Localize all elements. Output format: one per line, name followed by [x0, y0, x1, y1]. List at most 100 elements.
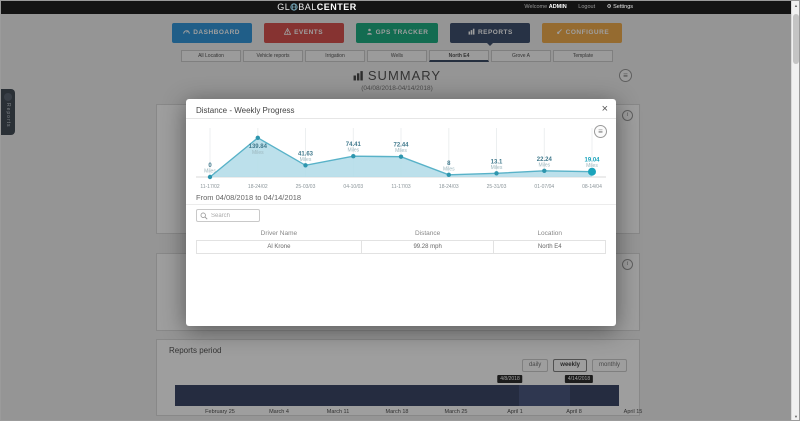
- svg-text:01-07/04: 01-07/04: [534, 184, 554, 190]
- app-header: GL BALCENTER Welcome ADMIN Logout ⚙ Setti…: [1, 1, 793, 14]
- svg-text:Miles: Miles: [347, 148, 359, 154]
- svg-text:0: 0: [208, 163, 212, 169]
- scroll-up-arrow[interactable]: ▲: [794, 3, 798, 8]
- drivers-table: Driver Name Distance Location Al Krone 99.2…: [196, 228, 606, 254]
- svg-text:41.63: 41.63: [298, 151, 314, 157]
- svg-text:11-17/02: 11-17/02: [200, 184, 220, 190]
- modal-header: Distance - Weekly Progress ×: [186, 99, 616, 119]
- settings-link[interactable]: ⚙ Settings: [606, 4, 633, 10]
- page-title: SUMMARY: [1, 68, 793, 83]
- close-icon[interactable]: ×: [601, 103, 608, 115]
- username: ADMIN: [548, 4, 567, 10]
- info-icon[interactable]: i: [622, 110, 633, 121]
- tab-grove-a[interactable]: Grove A: [491, 50, 551, 62]
- info-icon[interactable]: i: [622, 259, 633, 270]
- logo-text-gl: GL: [277, 2, 291, 12]
- logo-text-center: CENTER: [316, 2, 357, 12]
- period-button-daily[interactable]: daily: [521, 359, 549, 372]
- tab-north-e4[interactable]: North E4: [429, 50, 489, 62]
- bar-chart-title-icon: [353, 71, 363, 81]
- search-input[interactable]: [211, 212, 259, 219]
- warning-icon: [283, 27, 294, 36]
- tab-all-location[interactable]: All Location: [181, 50, 241, 62]
- timeline-tick-label: April 15: [623, 409, 643, 415]
- tab-vehicle-reports[interactable]: Vehicle reports: [243, 50, 303, 62]
- wrench-icon: [556, 29, 566, 36]
- logo: GL BALCENTER: [1, 1, 633, 14]
- nav-button-configure[interactable]: CONFIGURE: [542, 23, 623, 43]
- report-tabs: All Location Vehicle reports Irrigation Wel…: [1, 50, 793, 62]
- header-user-area: Welcome ADMIN Logout ⚙ Settings: [514, 1, 633, 14]
- scroll-down-arrow[interactable]: ▼: [794, 414, 798, 419]
- timeline-tick-label: March 25: [444, 409, 468, 415]
- scrollbar[interactable]: ▲ ▼: [791, 1, 799, 420]
- timeline-selected-range[interactable]: [519, 385, 570, 406]
- tab-irrigation[interactable]: Irrigation: [305, 50, 365, 62]
- bar-chart-icon: [468, 28, 478, 36]
- gauge-icon: [183, 29, 193, 36]
- svg-text:25-03/03: 25-03/03: [296, 184, 316, 190]
- svg-text:Miles: Miles: [586, 163, 598, 169]
- nav-button-dashboard[interactable]: DASHBOARD: [171, 23, 252, 43]
- svg-text:Miles: Miles: [538, 162, 550, 168]
- svg-text:19.04: 19.04: [584, 158, 600, 164]
- timeline-tick-label: February 25: [205, 409, 235, 415]
- timeline-bar[interactable]: [175, 385, 619, 406]
- period-buttons: daily weekly monthly: [521, 359, 627, 372]
- table-row: Al Krone 99.28 mph North E4: [196, 239, 606, 254]
- logout-link[interactable]: Logout: [578, 4, 596, 10]
- svg-text:72.44: 72.44: [393, 143, 409, 149]
- timeline-tick-label: April 8: [566, 409, 582, 415]
- side-tab-label: Reports: [5, 103, 11, 128]
- side-tab-reports[interactable]: Reports: [1, 89, 15, 135]
- side-tab-icon: [4, 93, 12, 101]
- table-header-driver-name: Driver Name: [260, 230, 298, 238]
- svg-text:Miles: Miles: [204, 169, 216, 175]
- logo-text-bal: BAL: [298, 2, 317, 12]
- svg-text:04-10/03: 04-10/03: [343, 184, 363, 190]
- reports-period-title: Reports period: [169, 346, 222, 355]
- timeline-tick-label: April 1: [507, 409, 523, 415]
- svg-text:Miles: Miles: [252, 150, 264, 156]
- svg-text:Miles: Miles: [395, 148, 407, 154]
- svg-text:18-24/02: 18-24/02: [248, 184, 268, 190]
- svg-text:Miles: Miles: [300, 157, 312, 163]
- globe-icon: [290, 2, 298, 15]
- nav-button-gps-tracker[interactable]: GPS TRACKER: [355, 23, 439, 43]
- page-subtitle: (04/08/2018-04/14/2018): [361, 85, 433, 92]
- svg-text:25-31/03: 25-31/03: [487, 184, 507, 190]
- scrollbar-thumb[interactable]: [793, 14, 799, 64]
- page-menu-button[interactable]: ≡: [619, 69, 632, 82]
- nav-button-events[interactable]: EVENTS: [263, 23, 344, 43]
- tab-template[interactable]: Template: [553, 50, 613, 62]
- chart-export-menu-button[interactable]: ≡: [594, 125, 607, 138]
- weekly-progress-chart[interactable]: 0 Miles 11-17/02 139.84 Miles 18-24/02 41.63 Mi…: [194, 123, 608, 197]
- modal-title: Distance - Weekly Progress: [196, 106, 295, 115]
- search-box: [196, 209, 260, 222]
- range-end-tooltip: 4/14/2018: [564, 375, 594, 383]
- svg-text:22.24: 22.24: [537, 157, 553, 163]
- reports-period-panel: Reports period daily weekly monthly 4/8/20…: [156, 339, 643, 416]
- period-button-weekly[interactable]: weekly: [553, 359, 587, 372]
- period-button-monthly[interactable]: monthly: [591, 359, 627, 372]
- table-header-location: Location: [537, 230, 563, 238]
- divider: [186, 204, 616, 205]
- search-icon: [200, 212, 208, 220]
- tab-wells[interactable]: Wells: [367, 50, 427, 62]
- timeline-tick-label: March 4: [269, 409, 289, 415]
- timeline-tick-label: March 11: [326, 409, 350, 415]
- svg-text:74.41: 74.41: [346, 142, 362, 148]
- range-start-tooltip: 4/8/2018: [497, 375, 523, 383]
- svg-text:Miles: Miles: [491, 165, 503, 171]
- nav-button-reports[interactable]: REPORTS: [450, 23, 531, 46]
- svg-text:11-17/03: 11-17/03: [391, 184, 411, 190]
- svg-text:13.1: 13.1: [491, 159, 503, 165]
- table-header-distance: Distance: [414, 230, 441, 238]
- svg-text:08-14/04: 08-14/04: [582, 184, 602, 190]
- welcome-text: Welcome ADMIN: [524, 4, 567, 10]
- svg-text:139.84: 139.84: [249, 144, 268, 150]
- table-header-row: Driver Name Distance Location: [197, 228, 606, 240]
- svg-text:Miles: Miles: [443, 166, 455, 172]
- main-nav: DASHBOARD EVENTS GPS TRACKER REPORTS CONFIGU…: [1, 23, 793, 46]
